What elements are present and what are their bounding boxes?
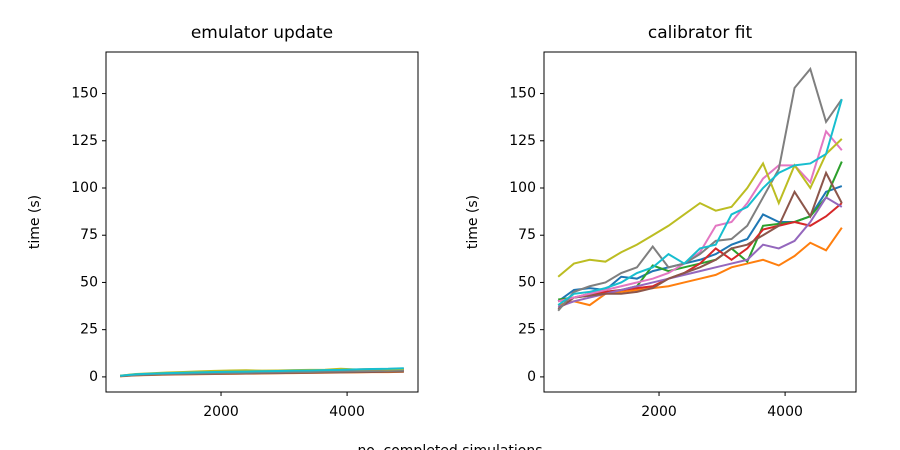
y-tick-label: 0 [89, 369, 98, 385]
y-tick-label: 125 [71, 133, 98, 149]
chart-title: emulator update [191, 23, 333, 43]
y-tick-label: 25 [518, 322, 536, 338]
y-tick-label: 150 [509, 86, 536, 102]
series-line [557, 170, 843, 310]
x-tick-label: 4000 [329, 404, 365, 420]
series-line [557, 98, 843, 306]
chart-title: calibrator fit [648, 23, 753, 43]
series-line [557, 66, 843, 312]
y-tick-label: 0 [527, 369, 536, 385]
y-tick-label: 100 [71, 180, 98, 196]
x-tick-label: 4000 [767, 404, 803, 420]
series-line [120, 367, 404, 377]
y-tick-label: 50 [80, 274, 98, 290]
axes-frame [105, 51, 419, 393]
axes-frame [543, 51, 857, 393]
series-line [557, 202, 843, 303]
series-line [557, 138, 843, 278]
x-axis-label: no. completed simulations [357, 443, 542, 450]
y-tick-label: 150 [71, 86, 98, 102]
y-tick-label: 125 [509, 133, 536, 149]
x-tick-label: 2000 [203, 404, 239, 420]
y-tick-label: 50 [518, 274, 536, 290]
x-tick-label: 2000 [641, 404, 677, 420]
y-tick-label: 75 [518, 227, 536, 243]
series-line [557, 129, 843, 303]
y-tick-label: 25 [80, 322, 98, 338]
y-tick-label: 75 [80, 227, 98, 243]
y-tick-label: 100 [509, 180, 536, 196]
y-axis-label: time (s) [27, 195, 43, 249]
y-axis-label: time (s) [465, 195, 481, 249]
